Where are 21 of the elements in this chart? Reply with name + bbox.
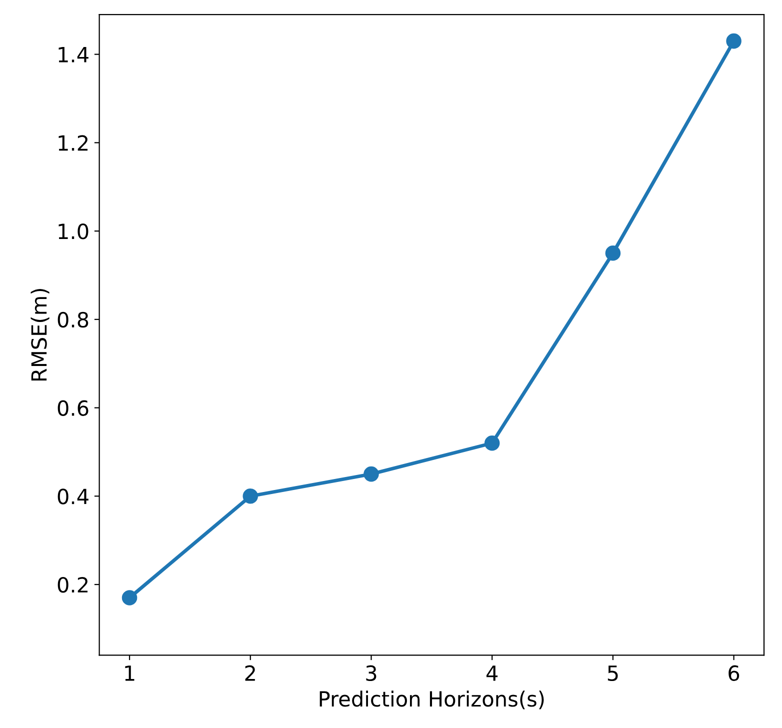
y-tick-label: 0.8	[58, 312, 88, 328]
x-tick-label: 2	[245, 665, 255, 681]
y-tick-label: 1.0	[58, 224, 88, 240]
y-tick-label: 0.6	[58, 400, 88, 416]
y-axis-title: RMSE(m)	[30, 288, 50, 381]
y-tick-label: 0.2	[58, 576, 88, 593]
x-tick-label: 4	[486, 666, 498, 681]
y-tick-label: 1.2	[58, 135, 88, 151]
point	[605, 246, 621, 261]
x-tick-label: 5	[608, 666, 618, 682]
x-axis-title: Prediction Horizons(s)	[320, 690, 544, 710]
y-tick-label: 0.4	[58, 488, 88, 504]
point	[122, 590, 138, 606]
point	[726, 33, 742, 49]
x-tick-label: 6	[728, 665, 740, 682]
point	[364, 466, 379, 482]
y-tick-label: 1.4	[58, 47, 88, 62]
x-tick-label: 3	[366, 665, 376, 682]
point	[242, 488, 258, 504]
point	[484, 435, 500, 451]
x-tick-label: 1	[125, 666, 134, 681]
